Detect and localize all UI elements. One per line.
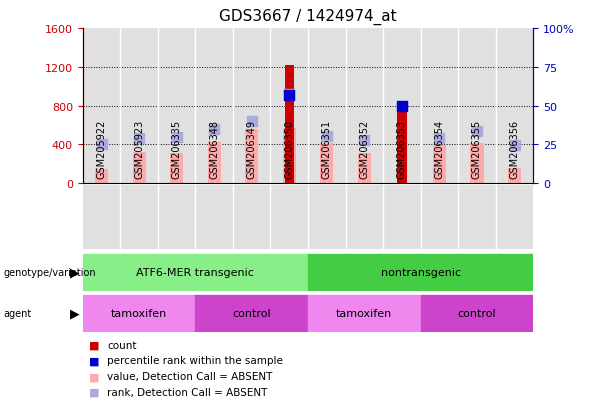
Text: ■: ■ xyxy=(89,371,99,381)
Text: count: count xyxy=(107,340,137,350)
Bar xyxy=(308,295,421,332)
Bar xyxy=(83,295,196,332)
Point xyxy=(322,133,332,140)
Point xyxy=(134,135,144,142)
Bar xyxy=(397,107,406,184)
Text: ■: ■ xyxy=(89,356,99,366)
Title: GDS3667 / 1424974_at: GDS3667 / 1424974_at xyxy=(219,9,397,25)
Point xyxy=(284,92,294,99)
Bar xyxy=(308,254,533,290)
Bar xyxy=(358,154,371,184)
Text: genotype/variation: genotype/variation xyxy=(3,267,96,277)
Bar xyxy=(470,144,484,184)
Bar xyxy=(421,295,533,332)
Text: ATF6-MER transgenic: ATF6-MER transgenic xyxy=(137,267,254,277)
Point xyxy=(284,91,294,98)
Text: tamoxifen: tamoxifen xyxy=(111,309,167,318)
Text: agent: agent xyxy=(3,309,31,318)
Point xyxy=(397,103,407,109)
Point xyxy=(359,137,369,144)
Text: percentile rank within the sample: percentile rank within the sample xyxy=(107,356,283,366)
Text: ▶: ▶ xyxy=(70,266,80,279)
Text: ■: ■ xyxy=(89,340,99,350)
Point xyxy=(172,134,181,140)
Point xyxy=(472,128,482,135)
Point xyxy=(509,143,519,150)
Bar xyxy=(132,153,146,184)
Bar xyxy=(208,142,221,184)
Text: rank, Detection Call = ABSENT: rank, Detection Call = ABSENT xyxy=(107,387,268,397)
Bar xyxy=(170,154,183,184)
Text: nontransgenic: nontransgenic xyxy=(381,267,461,277)
Text: value, Detection Call = ABSENT: value, Detection Call = ABSENT xyxy=(107,371,273,381)
Bar xyxy=(245,130,258,184)
Text: control: control xyxy=(232,309,271,318)
Text: ■: ■ xyxy=(89,387,99,397)
Bar xyxy=(508,169,521,184)
Point xyxy=(435,135,444,142)
Bar xyxy=(196,295,308,332)
Text: control: control xyxy=(458,309,497,318)
Point xyxy=(209,126,219,133)
Point xyxy=(97,142,107,148)
Text: tamoxifen: tamoxifen xyxy=(336,309,392,318)
Bar xyxy=(95,169,108,184)
Bar xyxy=(283,128,296,184)
Bar xyxy=(83,254,308,290)
Text: ▶: ▶ xyxy=(70,307,80,320)
Bar xyxy=(284,66,294,184)
Point xyxy=(247,119,257,125)
Bar xyxy=(433,146,446,184)
Bar xyxy=(320,144,333,184)
